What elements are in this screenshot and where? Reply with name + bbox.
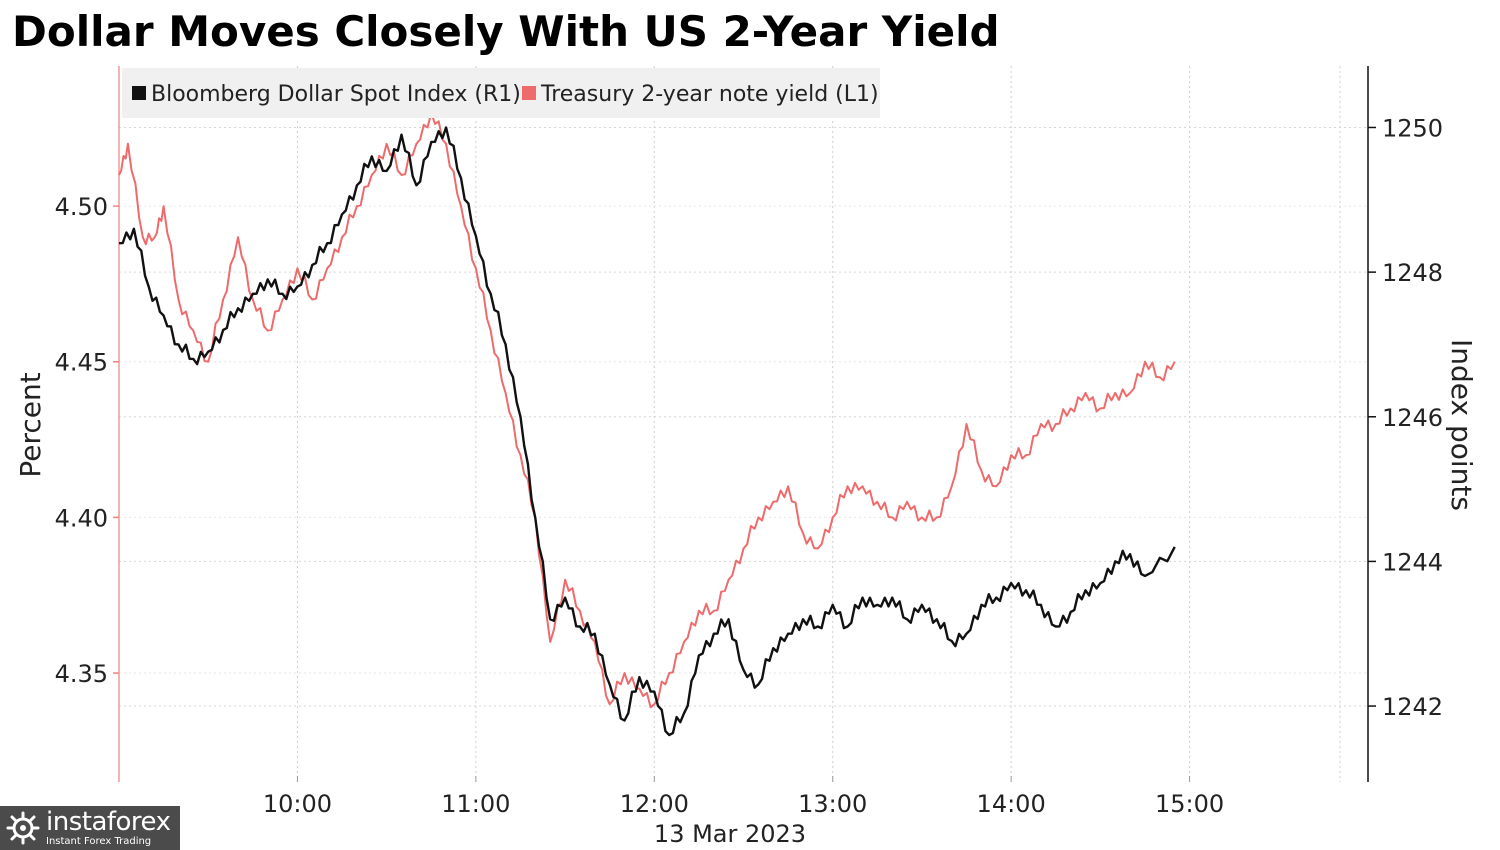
chart-title: Dollar Moves Closely With US 2-Year Yiel…	[12, 7, 1000, 56]
x-tick-label: 15:00	[1155, 790, 1224, 818]
legend: Bloomberg Dollar Spot Index (R1) Treasur…	[122, 68, 880, 118]
legend-swatch-dollar-index	[132, 86, 146, 100]
left-axis-title: Percent	[14, 372, 47, 477]
right-tick-label: 1244	[1382, 548, 1443, 576]
legend-swatch-treasury-yield	[522, 86, 536, 100]
left-tick-label: 4.35	[55, 660, 108, 688]
left-tick-label: 4.50	[55, 193, 108, 221]
series-line-treasury-yield	[118, 111, 1176, 709]
legend-label-treasury-yield: Treasury 2-year note yield (L1)	[540, 82, 879, 107]
legend-background	[122, 68, 880, 118]
left-tick-label: 4.45	[55, 349, 108, 377]
x-tick-label: 14:00	[977, 790, 1046, 818]
date-label: 13 Mar 2023	[654, 820, 806, 848]
right-axis: 1242 1244 1246 1248 1250	[1368, 114, 1443, 721]
left-axis: 4.35 4.40 4.45 4.50	[55, 193, 119, 688]
series-layer	[118, 111, 1176, 737]
right-tick-label: 1248	[1382, 259, 1443, 287]
watermark-tagline: Instant Forex Trading	[46, 836, 152, 847]
series-line-dollar-index	[118, 126, 1176, 737]
instaforex-logo-icon	[6, 811, 40, 845]
watermark: instaforex Instant Forex Trading	[0, 806, 180, 850]
watermark-brand: instaforex	[46, 807, 171, 837]
x-axis: 10:00 11:00 12:00 13:00 14:00 15:00	[263, 776, 1224, 818]
right-tick-label: 1246	[1382, 404, 1443, 432]
right-tick-label: 1250	[1382, 114, 1443, 142]
right-axis-title: Index points	[1445, 339, 1478, 511]
x-tick-label: 12:00	[620, 790, 689, 818]
gridlines	[119, 66, 1368, 782]
left-tick-label: 4.40	[55, 504, 108, 532]
x-tick-label: 13:00	[798, 790, 867, 818]
right-tick-label: 1242	[1382, 693, 1443, 721]
x-tick-label: 10:00	[263, 790, 332, 818]
legend-label-dollar-index: Bloomberg Dollar Spot Index (R1)	[151, 82, 521, 107]
x-tick-label: 11:00	[441, 790, 510, 818]
